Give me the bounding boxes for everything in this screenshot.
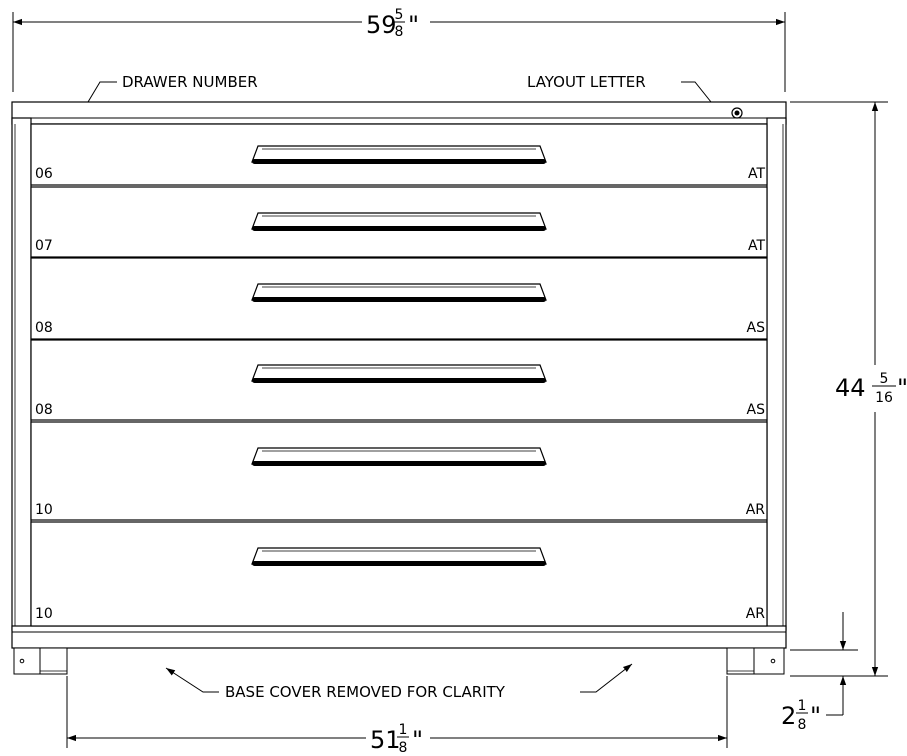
drawer-handle[interactable]: [251, 145, 547, 164]
callout-base-cover: BASE COVER REMOVED FOR CLARITY: [165, 663, 633, 701]
drawer-handle[interactable]: [251, 283, 547, 302]
drawer-number: 10: [35, 502, 53, 518]
drawer-handle[interactable]: [251, 447, 547, 466]
drawer-handle[interactable]: [251, 212, 547, 231]
base-height-denominator: 8: [798, 717, 807, 733]
layout-letter: AT: [748, 166, 765, 182]
base-height-unit: ": [810, 702, 821, 730]
base-cover-label: BASE COVER REMOVED FOR CLARITY: [225, 683, 506, 701]
overall-height-numerator: 5: [880, 371, 889, 387]
base-width-unit: ": [412, 726, 423, 754]
base-width-numerator: 1: [399, 722, 408, 738]
overall-width-whole: 59: [366, 11, 397, 39]
overall-height-dimension: 44 5 16 ": [790, 101, 907, 677]
overall-width-denominator: 8: [395, 24, 404, 40]
drawer-handle[interactable]: [251, 547, 547, 566]
base-height-numerator: 1: [798, 698, 807, 714]
base-height-dimension: 2 1 8 ": [781, 612, 858, 733]
base-width-dimension: 51 1 8 ": [66, 676, 728, 756]
overall-height-unit: ": [897, 374, 907, 402]
drawer-stack: 06 AT 07 AT 08 AS: [30, 123, 768, 627]
drawer-number: 08: [35, 320, 53, 336]
drawer[interactable]: 07 AT: [30, 186, 768, 258]
layout-letter: AS: [747, 320, 766, 336]
layout-letter-label: LAYOUT LETTER: [527, 73, 646, 91]
drawer[interactable]: 10 AR: [30, 421, 768, 521]
drawer-number-label: DRAWER NUMBER: [122, 73, 258, 91]
drawer[interactable]: 08 AS: [30, 339, 768, 421]
overall-height-whole: 44: [835, 374, 866, 402]
drawer-number: 07: [35, 238, 53, 254]
overall-height-denominator: 16: [875, 390, 893, 406]
drawer-number: 08: [35, 402, 53, 418]
drawer-number: 06: [35, 166, 53, 182]
base-height-whole: 2: [781, 702, 796, 730]
overall-width-dimension: 59 5 8 ": [12, 7, 786, 92]
base-width-whole: 51: [370, 726, 401, 754]
drawer[interactable]: 10 AR: [30, 521, 768, 627]
drawer-handle[interactable]: [251, 364, 547, 383]
overall-width-unit: ": [408, 11, 419, 39]
drawer[interactable]: 08 AS: [30, 257, 768, 340]
layout-letter: AR: [746, 502, 766, 518]
layout-letter: AT: [748, 238, 765, 254]
layout-letter: AS: [747, 402, 766, 418]
drawer[interactable]: 06 AT: [30, 123, 768, 186]
lock-icon: [731, 107, 743, 119]
drawer-number: 10: [35, 606, 53, 622]
layout-letter: AR: [746, 606, 766, 622]
base-width-denominator: 8: [399, 740, 408, 756]
overall-width-numerator: 5: [395, 7, 404, 23]
